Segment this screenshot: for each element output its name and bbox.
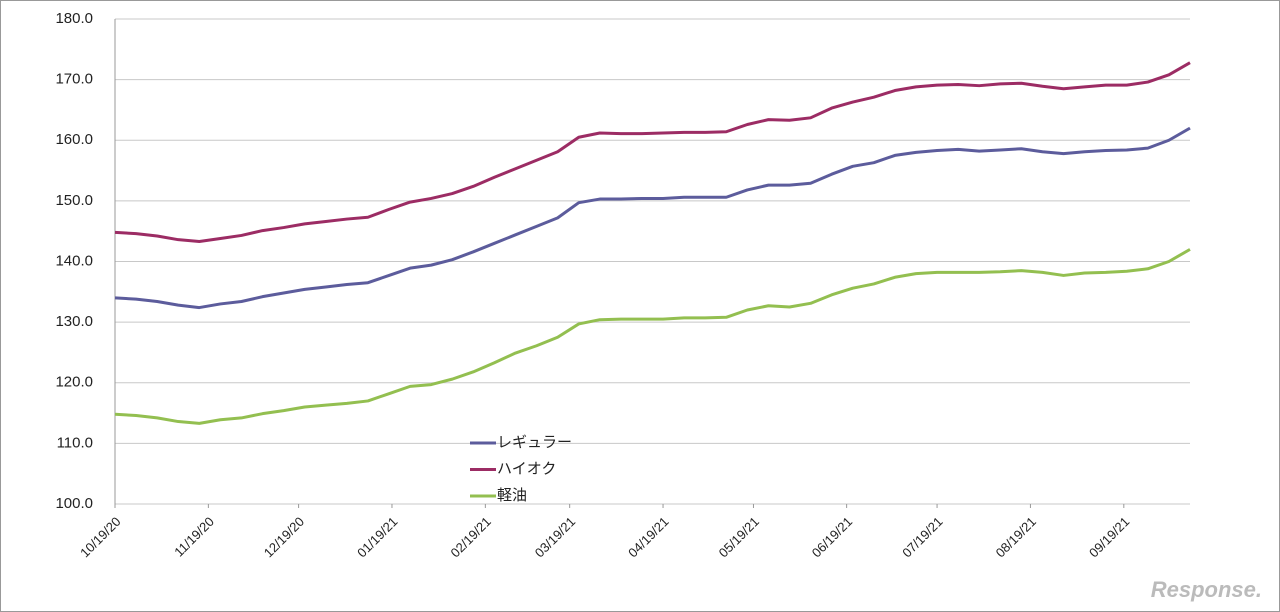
y-tick-label: 110.0 xyxy=(57,434,93,451)
y-tick-label: 180.0 xyxy=(55,10,93,27)
y-tick-label: 160.0 xyxy=(55,131,93,148)
y-tick-label: 100.0 xyxy=(55,495,93,512)
y-tick-label: 150.0 xyxy=(55,192,93,209)
y-tick-label: 140.0 xyxy=(55,252,93,269)
series-line xyxy=(114,248,1191,425)
watermark: Response. xyxy=(1151,577,1262,602)
y-tick-label: 170.0 xyxy=(55,71,93,88)
legend-label: レギュラー xyxy=(497,434,572,451)
y-tick-label: 130.0 xyxy=(55,313,93,330)
series-line xyxy=(114,126,1191,310)
legend-label: ハイオク xyxy=(497,460,556,477)
y-tick-label: 120.0 xyxy=(55,374,93,391)
legend-label: 軽油 xyxy=(497,487,527,504)
series-line xyxy=(114,61,1191,243)
